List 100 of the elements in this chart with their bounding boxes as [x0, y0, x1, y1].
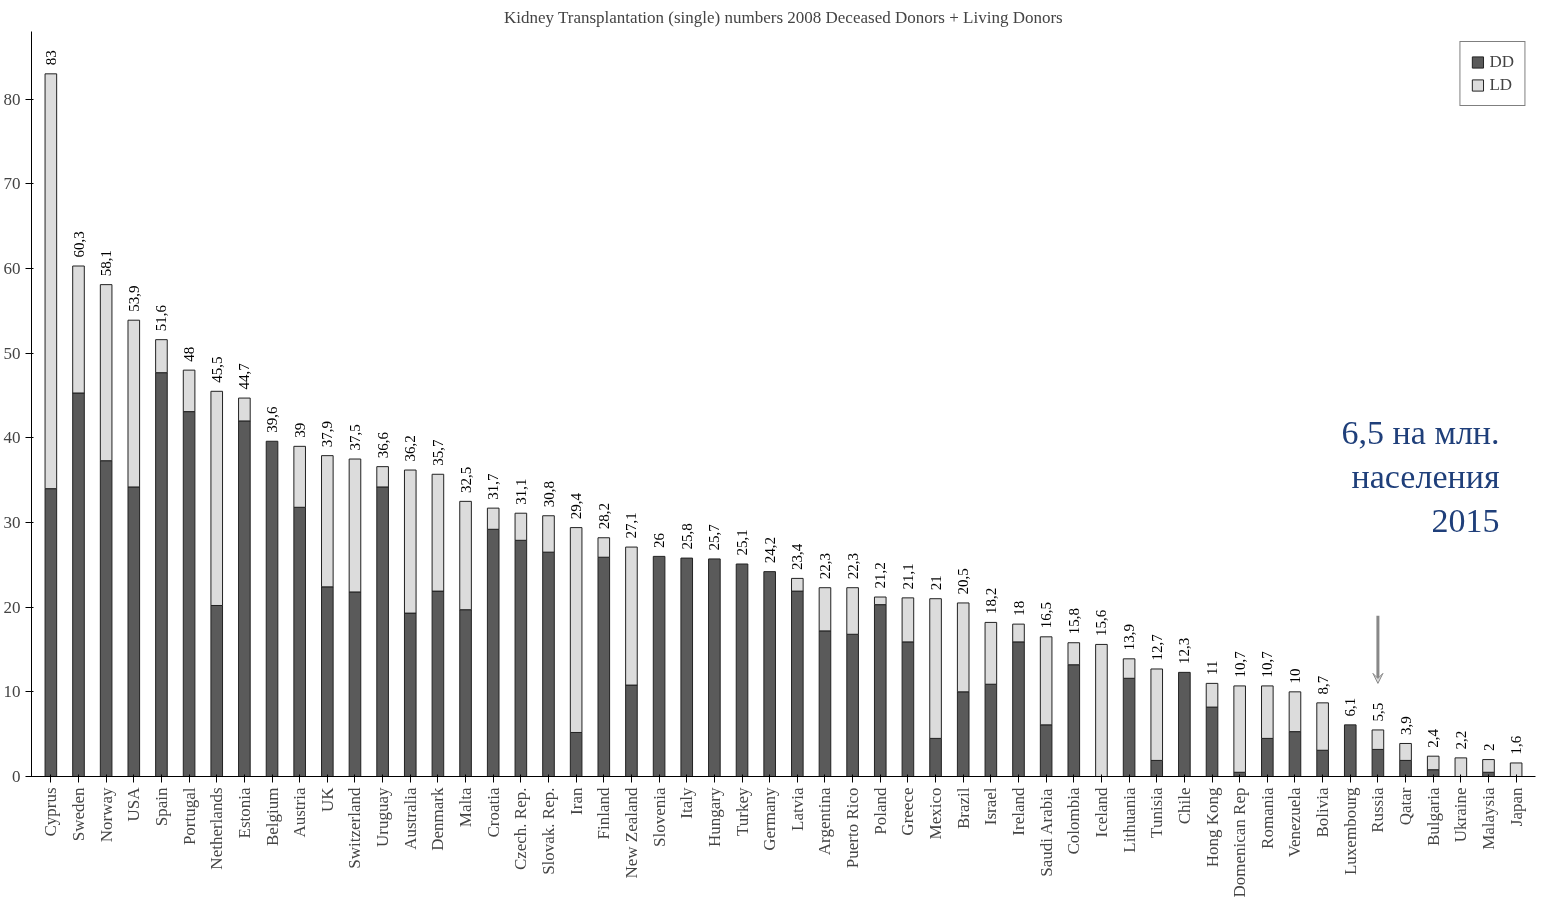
x-tick-label: Israel — [981, 787, 1001, 826]
total-label: 10,7 — [1259, 650, 1276, 678]
annotation: 6,5 на млн. населения 2015 — [1341, 413, 1500, 540]
x-tick-label: Brazil — [953, 787, 973, 830]
total-label: 6,1 — [1342, 697, 1359, 717]
x-tick-label: Sweden — [69, 787, 88, 842]
total-label: 37,5 — [346, 424, 363, 451]
total-label: 28,2 — [595, 503, 612, 530]
total-label: 27,1 — [623, 512, 640, 539]
total-label: 15,6 — [1093, 609, 1110, 636]
x-tick-label: Russia — [1368, 787, 1388, 833]
y-tick-label: 80 — [3, 89, 21, 109]
x-tick-label: Denmark — [428, 787, 448, 851]
x-tick-label: Japan — [1506, 787, 1526, 827]
bar — [763, 571, 776, 777]
bar — [652, 555, 666, 777]
y-tick-label: 70 — [3, 174, 21, 194]
total-label: 29,4 — [568, 492, 585, 520]
legend-label: LD — [1489, 75, 1513, 95]
x-tick-label: Belgium — [262, 787, 282, 847]
bar — [1454, 757, 1468, 777]
x-tick-label: Luxembourg — [1340, 787, 1360, 876]
x-tick-label: Cyprus — [41, 787, 61, 837]
total-label: 8,7 — [1314, 675, 1331, 695]
total-label: 13,9 — [1121, 624, 1138, 651]
total-label: 18 — [1010, 600, 1027, 616]
x-tick-label: Colombia — [1064, 787, 1084, 855]
x-tick-label: Romania — [1257, 787, 1277, 849]
total-label: 25,7 — [706, 523, 723, 551]
x-tick-label: Portugal — [179, 787, 199, 846]
total-label: 10,7 — [1231, 650, 1248, 678]
x-tick-label: Hong Kong — [1202, 787, 1222, 868]
x-tick-label: Malta — [456, 787, 476, 828]
x-tick-label: Spain — [151, 787, 171, 827]
x-tick-label: Tunisia — [1147, 787, 1167, 838]
y-tick-label: 0 — [12, 767, 21, 786]
x-tick-label: Finland — [594, 787, 614, 840]
bar — [1343, 724, 1357, 777]
total-label: 11 — [1204, 660, 1221, 675]
y-tick-label: 40 — [3, 428, 21, 448]
total-label: 51,6 — [153, 304, 170, 332]
total-label: 36,2 — [402, 435, 419, 462]
total-label: 22,3 — [816, 552, 833, 580]
bar — [708, 558, 721, 777]
x-tick-label: Greece — [898, 787, 918, 836]
total-label: 32,5 — [457, 466, 474, 493]
x-tick-label: Bolivia — [1313, 787, 1333, 838]
bar — [1509, 762, 1523, 777]
total-label: 12,7 — [1148, 633, 1165, 661]
x-tick-label: Ukraine — [1451, 787, 1471, 843]
x-tick-label: Estonia — [234, 787, 254, 839]
total-label: 21,1 — [899, 563, 916, 590]
chart-title: Kidney Transplantation (single) numbers 2008 Deceased Donors + Living Donors — [504, 7, 1063, 27]
x-tick-label: UK — [317, 786, 337, 813]
x-tick-label: Switzerland — [345, 787, 365, 869]
total-label: 26 — [651, 532, 668, 548]
total-label: 16,5 — [1038, 602, 1055, 629]
x-tick-label: Puerto Rico — [843, 787, 863, 869]
x-tick-label: Slovak. Rep. — [539, 787, 558, 875]
total-label: 21,2 — [872, 562, 889, 589]
total-label: 10 — [1286, 668, 1303, 684]
legend-label: DD — [1489, 52, 1514, 72]
total-label: 12,3 — [1176, 637, 1193, 664]
total-label: 2 — [1480, 743, 1497, 752]
x-tick-label: Turkey — [732, 787, 752, 836]
total-label: 45,5 — [208, 356, 225, 383]
total-label: 60,3 — [70, 231, 87, 258]
total-label: 31,7 — [485, 472, 502, 500]
bar — [1095, 643, 1108, 777]
total-label: 2,2 — [1452, 730, 1469, 750]
total-label: 39,6 — [264, 406, 281, 433]
total-label: 83 — [42, 50, 59, 66]
y-tick-label: 50 — [3, 343, 21, 363]
x-tick-label: Mexico — [926, 787, 946, 840]
x-tick-label: Iceland — [1091, 787, 1111, 838]
total-label: 3,9 — [1397, 716, 1414, 736]
x-tick-label: Australia — [400, 787, 420, 850]
x-tick-label: Norway — [96, 787, 116, 843]
bar — [265, 440, 279, 777]
x-tick-label: Italy — [677, 787, 697, 819]
total-label: 35,7 — [429, 439, 446, 466]
x-tick-label: Hungary — [704, 787, 724, 847]
x-tick-label: Chile — [1174, 787, 1194, 825]
total-label: 18,2 — [982, 587, 999, 614]
x-tick-label: Malaysia — [1479, 787, 1498, 850]
x-tick-label: USA — [124, 786, 144, 822]
total-label: 30,8 — [540, 481, 557, 508]
bar — [1178, 671, 1191, 777]
x-tick-label: Ireland — [1009, 787, 1028, 836]
x-tick-label: Netherlands — [207, 787, 227, 870]
total-label: 37,9 — [319, 420, 336, 448]
bar — [1233, 685, 1246, 773]
x-tick-label: Bulgaria — [1423, 787, 1443, 847]
x-tick-label: Austria — [290, 787, 310, 838]
y-tick-label: 30 — [3, 513, 21, 533]
total-label: 58,1 — [98, 249, 115, 277]
x-tick-label: Czech. Rep. — [511, 787, 531, 871]
x-tick-label: Argentina — [815, 787, 835, 856]
x-tick-label: Germany — [760, 787, 780, 851]
x-tick-label: Poland — [870, 787, 890, 835]
